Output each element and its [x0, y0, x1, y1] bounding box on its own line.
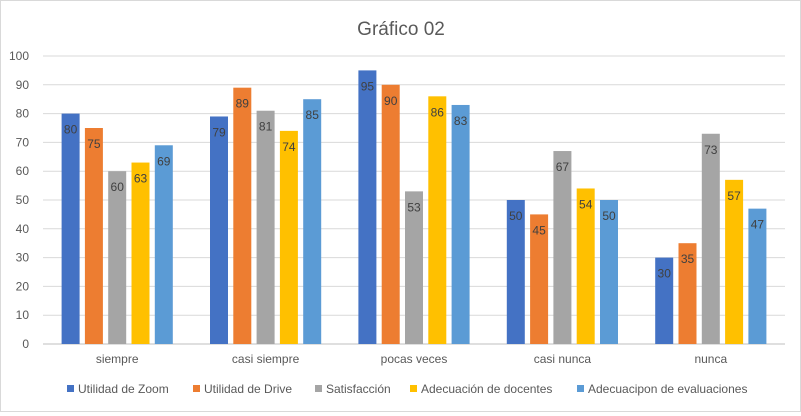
- y-tick-label: 60: [16, 164, 30, 178]
- y-tick-label: 80: [16, 107, 30, 121]
- y-tick-label: 30: [16, 251, 30, 265]
- x-tick-label: siempre: [96, 352, 139, 366]
- bar: [84, 128, 103, 344]
- bar: [701, 133, 720, 344]
- data-label: 74: [282, 140, 296, 154]
- y-tick-label: 0: [22, 337, 29, 351]
- legend-swatch: [67, 385, 74, 392]
- bars: [61, 70, 767, 345]
- y-tick-label: 100: [9, 49, 29, 63]
- y-axis: 0 10 20 30 40 50 60 70 80 90 100: [9, 49, 29, 351]
- bar: [451, 104, 470, 345]
- bar: [725, 179, 744, 344]
- bar: [131, 162, 150, 344]
- legend-label: Adecuacipon de evaluaciones: [588, 382, 747, 396]
- bar: [61, 113, 80, 344]
- bar: [279, 130, 298, 344]
- bar: [210, 116, 228, 344]
- data-label: 85: [306, 108, 320, 122]
- y-tick-label: 40: [16, 222, 30, 236]
- legend-label: Utilidad de Zoom: [78, 382, 169, 396]
- bar: [303, 99, 322, 344]
- bar: [256, 110, 275, 344]
- bar: [358, 70, 377, 345]
- x-tick-label: casi siempre: [232, 352, 300, 366]
- data-label: 54: [579, 197, 593, 211]
- bar: [530, 214, 549, 344]
- bar: [233, 87, 252, 345]
- data-labels: 80 75 60 63 69 79 89 81 74 85 95 90 53 86 83 50 45 67 54 50…: [64, 79, 764, 280]
- data-label: 69: [157, 154, 171, 168]
- data-label: 75: [87, 137, 101, 151]
- bar: [154, 145, 173, 344]
- bar: [506, 200, 525, 344]
- x-tick-label: nunca: [694, 352, 727, 366]
- data-label: 60: [111, 180, 125, 194]
- data-label: 86: [431, 105, 445, 119]
- chart-title: Gráfico 02: [357, 19, 445, 40]
- y-tick-label: 10: [16, 308, 30, 322]
- bar: [678, 243, 697, 344]
- bar: [108, 171, 127, 344]
- data-label: 57: [727, 189, 741, 203]
- data-label: 35: [681, 252, 695, 266]
- y-tick-label: 20: [16, 279, 30, 293]
- bar: [748, 208, 767, 344]
- data-label: 80: [64, 123, 78, 137]
- data-label: 30: [658, 267, 672, 281]
- bar: [655, 257, 674, 344]
- bar: [553, 151, 572, 344]
- y-tick-label: 90: [16, 78, 30, 92]
- data-label: 67: [556, 160, 570, 174]
- bar: [576, 188, 595, 344]
- bar: [600, 200, 618, 344]
- legend-swatch: [577, 385, 584, 392]
- x-tick-label: casi nunca: [534, 352, 592, 366]
- data-label: 83: [454, 114, 468, 128]
- bar: [381, 84, 400, 345]
- legend-swatch: [193, 385, 200, 392]
- data-label: 63: [134, 172, 148, 186]
- legend-swatch: [410, 385, 417, 392]
- data-label: 95: [361, 79, 375, 93]
- data-label: 73: [704, 143, 718, 157]
- data-label: 47: [751, 218, 765, 232]
- x-tick-label: pocas veces: [381, 352, 448, 366]
- data-label: 50: [509, 209, 523, 223]
- legend-label: Adecuación de docentes: [421, 382, 552, 396]
- bar: [405, 191, 423, 344]
- data-label: 90: [384, 94, 398, 108]
- legend-swatch: [315, 385, 322, 392]
- legend: Utilidad de Zoom Utilidad de Drive Satisfa…: [67, 382, 747, 396]
- y-tick-label: 70: [16, 135, 30, 149]
- data-label: 89: [236, 97, 250, 111]
- data-label: 81: [259, 120, 273, 134]
- legend-label: Utilidad de Drive: [204, 382, 292, 396]
- data-label: 50: [602, 209, 616, 223]
- data-label: 79: [212, 125, 226, 139]
- y-tick-label: 50: [16, 193, 30, 207]
- legend-label: Satisfacción: [326, 382, 391, 396]
- data-label: 53: [407, 200, 421, 214]
- x-axis: siempre casi siempre pocas veces casi nunca…: [96, 352, 728, 366]
- data-label: 45: [532, 223, 546, 237]
- bar: [428, 96, 447, 344]
